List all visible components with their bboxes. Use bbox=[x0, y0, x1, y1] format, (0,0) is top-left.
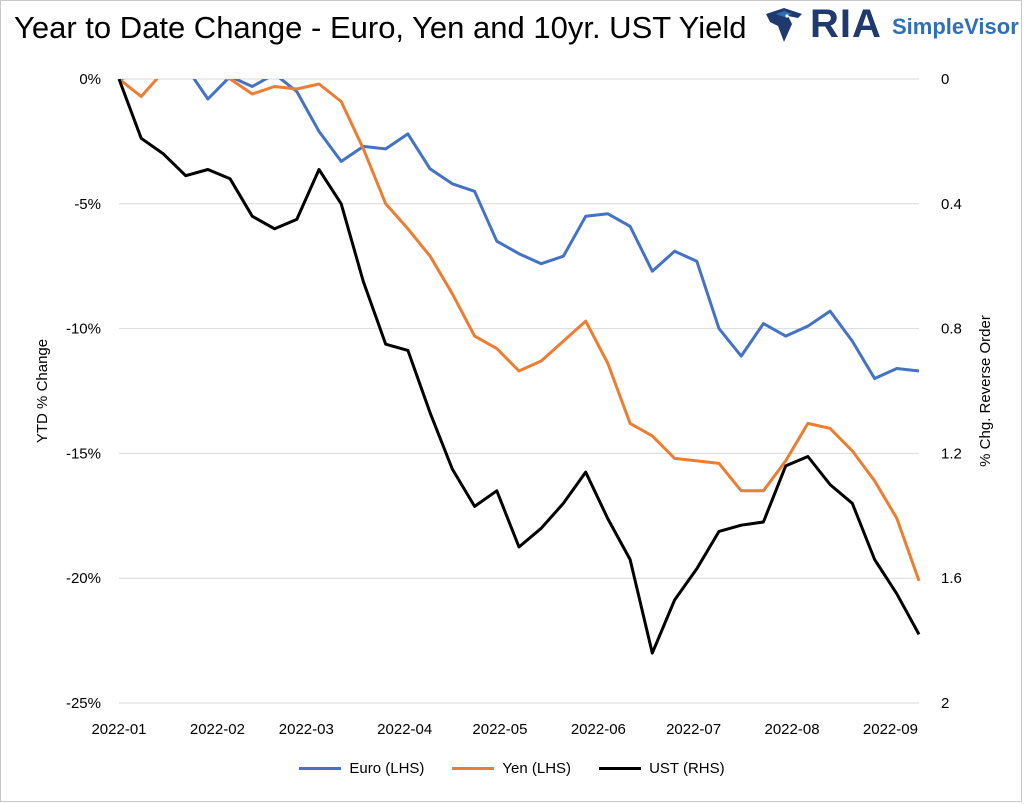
x-tick-label: 2022-09 bbox=[863, 721, 918, 738]
x-tick-label: 2022-04 bbox=[377, 721, 432, 738]
y-right-tick-label: 1.2 bbox=[941, 445, 962, 462]
x-tick-label: 2022-05 bbox=[472, 721, 527, 738]
eagle-icon bbox=[766, 8, 802, 42]
legend: Euro (LHS) Yen (LHS) UST (RHS) bbox=[0, 760, 1024, 777]
x-tick-label: 2022-06 bbox=[571, 721, 626, 738]
y-right-tick-label: 1.6 bbox=[941, 570, 962, 587]
x-tick-label: 2022-07 bbox=[666, 721, 721, 738]
y-left-tick-label: -20% bbox=[66, 570, 101, 587]
x-tick-label: 2022-01 bbox=[91, 721, 146, 738]
y-left-tick-label: -10% bbox=[66, 321, 101, 338]
x-tick-label: 2022-08 bbox=[764, 721, 819, 738]
legend-swatch bbox=[299, 767, 342, 770]
y-right-tick-label: 0.8 bbox=[941, 321, 962, 338]
y-left-tick-label: -15% bbox=[66, 445, 101, 462]
legend-swatch bbox=[599, 767, 642, 770]
legend-label: Yen (LHS) bbox=[502, 760, 572, 777]
y-right-tick-label: 0 bbox=[941, 71, 949, 88]
brand-ria: RIA bbox=[810, 2, 882, 46]
x-tick-label: 2022-02 bbox=[190, 721, 245, 738]
legend-label: UST (RHS) bbox=[649, 760, 725, 777]
y-right-tick-label: 0.4 bbox=[941, 196, 962, 213]
y-right-axis-title: % Chg. Reverse Order bbox=[977, 315, 994, 467]
x-tick-label: 2022-03 bbox=[279, 721, 334, 738]
legend-label: Euro (LHS) bbox=[349, 760, 425, 777]
series-line-ust bbox=[117, 79, 921, 655]
series-line-yen bbox=[118, 79, 921, 582]
series-line-euro bbox=[119, 79, 920, 380]
y-left-axis-title: YTD % Change bbox=[34, 339, 51, 443]
legend-item-yen: Yen (LHS) bbox=[452, 760, 571, 777]
legend-item-euro: Euro (LHS) bbox=[299, 760, 424, 777]
y-left-tick-label: 0% bbox=[79, 71, 101, 88]
chart-title: Year to Date Change - Euro, Yen and 10yr… bbox=[14, 10, 747, 45]
brand-simplevisor: SimpleVisor bbox=[892, 14, 1019, 39]
legend-swatch bbox=[452, 767, 495, 770]
legend-item-ust: UST (RHS) bbox=[599, 760, 725, 777]
brand-logo: RIA SimpleVisor bbox=[762, 2, 1022, 46]
y-left-tick-label: -25% bbox=[66, 695, 101, 712]
y-left-tick-label: -5% bbox=[74, 196, 101, 213]
y-right-tick-label: 2 bbox=[941, 695, 949, 712]
